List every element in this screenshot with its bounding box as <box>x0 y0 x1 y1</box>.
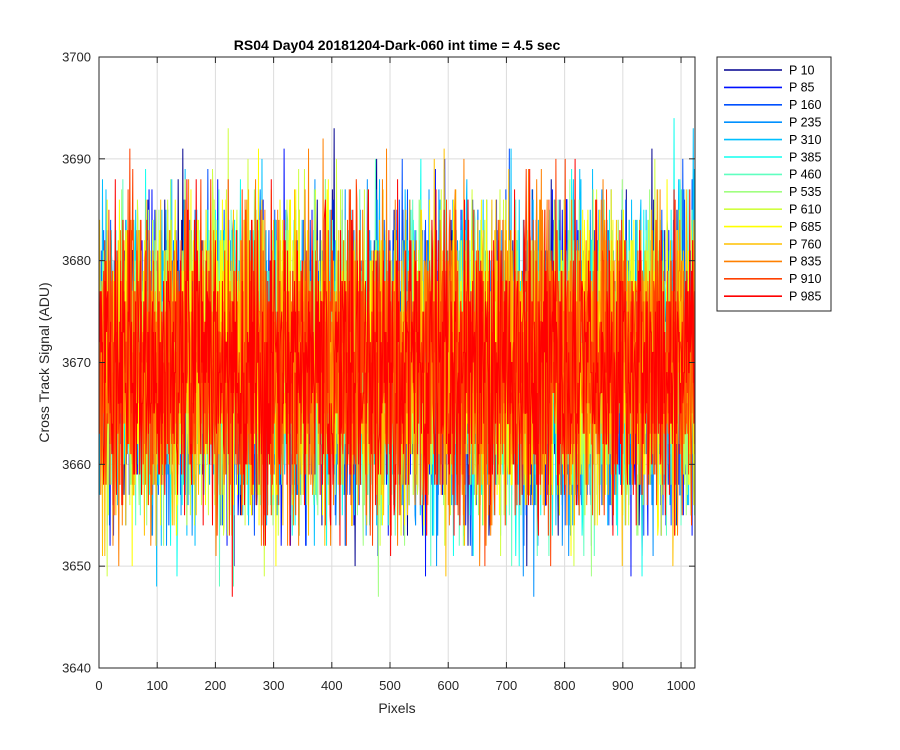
x-tick-label: 300 <box>263 678 285 693</box>
x-tick-label: 200 <box>205 678 227 693</box>
y-tick-label: 3690 <box>62 151 91 166</box>
legend-label: P 535 <box>789 185 821 199</box>
legend-label: P 385 <box>789 150 821 164</box>
legend-label: P 910 <box>789 272 821 286</box>
x-tick-label: 700 <box>496 678 518 693</box>
x-axis-label: Pixels <box>378 700 415 716</box>
x-tick-label: 600 <box>437 678 459 693</box>
x-tick-label: 400 <box>321 678 343 693</box>
legend-box <box>716 56 832 312</box>
legend-label: P 835 <box>789 255 821 269</box>
data-series <box>99 118 695 597</box>
y-tick-label: 3700 <box>62 50 91 65</box>
x-tick-label: 800 <box>554 678 576 693</box>
legend-label: P 160 <box>789 98 821 112</box>
x-tick-label: 0 <box>95 678 102 693</box>
legend-label: P 235 <box>789 116 821 130</box>
y-tick-label: 3670 <box>62 355 91 370</box>
y-tick-label: 3650 <box>62 559 91 574</box>
legend-label: P 685 <box>789 220 821 234</box>
y-axis-label: Cross Track Signal (ADU) <box>36 282 52 442</box>
legend-label: P 760 <box>789 237 821 251</box>
legend-label: P 985 <box>789 290 821 304</box>
y-tick-label: 3660 <box>62 457 91 472</box>
x-tick-label: 1000 <box>667 678 696 693</box>
x-tick-label: 500 <box>379 678 401 693</box>
x-tick-label: 100 <box>146 678 168 693</box>
legend-label: P 85 <box>789 81 815 95</box>
legend-label: P 610 <box>789 203 821 217</box>
series-line-p-985 <box>99 158 695 597</box>
legend-label: P 310 <box>789 133 821 147</box>
chart-title: RS04 Day04 20181204-Dark-060 int time = … <box>234 37 561 53</box>
x-tick-label: 900 <box>612 678 634 693</box>
legend: P 10 P 85 P 160 P 235 P 310 P 385 P 460 P 535 P … <box>716 56 832 312</box>
axis-ticks: 0 100 200 300 400 500 600 700 800 900 1000 3640 3650… <box>62 50 695 694</box>
y-tick-label: 3680 <box>62 253 91 268</box>
y-tick-label: 3640 <box>62 661 91 676</box>
legend-label: P 10 <box>789 63 815 77</box>
legend-label: P 460 <box>789 168 821 182</box>
